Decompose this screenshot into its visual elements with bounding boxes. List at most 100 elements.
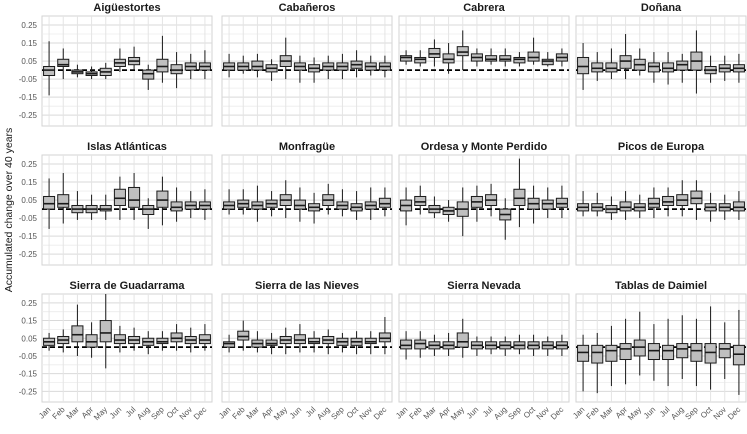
box-iqr (456, 46, 469, 57)
x-tick-label: May (626, 405, 643, 422)
box-feb (57, 329, 70, 353)
box-iqr (71, 325, 84, 343)
box-oct (704, 192, 717, 222)
box-iqr (400, 55, 413, 62)
box-sep (156, 35, 169, 83)
box-iqr (732, 344, 745, 366)
box-apr (619, 318, 632, 385)
box-iqr (170, 201, 183, 212)
x-tick-label: Nov (178, 405, 194, 421)
panel-title: Picos de Europa (618, 141, 705, 153)
box-sep (513, 334, 526, 355)
x-tick-label: Feb (51, 405, 68, 422)
box-jan (43, 332, 56, 351)
box-iqr (619, 343, 632, 361)
box-oct (527, 185, 540, 224)
x-tick-label: Nov (358, 405, 374, 421)
box-dec (555, 185, 568, 219)
box-iqr (647, 62, 660, 73)
box-iqr (485, 55, 498, 62)
box-nov (364, 331, 377, 355)
box-nov (541, 52, 554, 67)
x-tick-label: Dec (372, 405, 388, 421)
panel-title: Sierra de Guadarrama (70, 280, 186, 292)
box-jan (43, 41, 56, 96)
box-oct (527, 37, 540, 65)
box-jul (485, 183, 498, 217)
box-iqr (605, 344, 618, 362)
box-jul (485, 48, 498, 65)
box-jun (293, 55, 306, 83)
box-apr (442, 332, 455, 356)
box-iqr (718, 343, 731, 359)
box-mar (251, 331, 264, 353)
panel-title: Ordesa y Monte Perdido (421, 141, 548, 153)
box-iqr (113, 334, 126, 345)
y-axis-label: Accumulated change over 40 years (3, 128, 15, 293)
box-jul (308, 192, 321, 224)
box-feb (57, 48, 70, 80)
box-iqr (577, 344, 590, 362)
box-iqr (591, 344, 604, 364)
box-jun (113, 48, 126, 72)
box-mar (71, 304, 84, 356)
box-nov (718, 194, 731, 220)
box-nov (184, 327, 197, 353)
box-apr (442, 43, 455, 74)
box-jan (223, 53, 236, 78)
y-tick-label: 0.25 (21, 299, 37, 308)
box-apr (619, 191, 632, 220)
box-dec (732, 309, 745, 395)
box-iqr (555, 197, 568, 208)
panel-grid: Aigüestortes 0.25 0.15 0.05 -0.05 -0.15 -0.25 C… (19, 2, 747, 422)
box-iqr (676, 60, 689, 71)
box-nov (541, 187, 554, 219)
x-tick-label: Feb (585, 405, 602, 422)
box-jul (662, 52, 675, 85)
box-may (279, 180, 292, 219)
box-jun (647, 324, 660, 381)
box-jan (400, 187, 413, 226)
box-iqr (619, 55, 632, 69)
box-aug (676, 315, 689, 379)
panel-cabrera: Cabrera (398, 2, 570, 127)
x-tick-label: Jan (394, 405, 409, 420)
box-jan (223, 189, 236, 215)
box-feb (414, 185, 427, 215)
x-tick-label: Jan (37, 405, 52, 420)
box-iqr (732, 201, 745, 212)
box-nov (364, 55, 377, 76)
panel-ordesa-y-monte-perdido: Ordesa y Monte Perdido (398, 141, 570, 266)
y-tick-label: -0.05 (19, 75, 38, 84)
panel-aiguestortes: Aigüestortes 0.25 0.15 0.05 -0.05 -0.15 -0.25 (19, 2, 213, 127)
box-jan (223, 334, 236, 353)
box-apr (619, 34, 632, 80)
x-tick-label: Nov (535, 405, 551, 421)
x-tick-label: Feb (231, 405, 248, 422)
box-apr (265, 191, 278, 217)
box-iqr (293, 334, 306, 345)
box-jul (485, 336, 498, 355)
x-tick-label: Mar (422, 405, 438, 421)
box-iqr (198, 334, 211, 345)
box-jul (128, 173, 141, 220)
box-feb (237, 320, 250, 351)
x-tick-label: Nov (712, 405, 728, 421)
box-dec (198, 50, 211, 80)
box-mar (71, 64, 84, 78)
box-sep (690, 318, 703, 387)
box-apr (265, 332, 278, 355)
x-tick-label: Dec (192, 405, 208, 421)
box-feb (237, 189, 250, 215)
box-iqr (541, 58, 554, 66)
box-mar (251, 185, 264, 222)
box-mar (605, 325, 618, 387)
box-oct (170, 324, 183, 351)
box-feb (591, 52, 604, 81)
x-tick-label: Oct (699, 405, 715, 421)
box-jun (293, 187, 306, 222)
x-tick-label: May (272, 405, 289, 422)
box-sep (336, 332, 349, 353)
panel-frame (221, 15, 393, 127)
y-tick-label: 0.05 (21, 196, 37, 205)
